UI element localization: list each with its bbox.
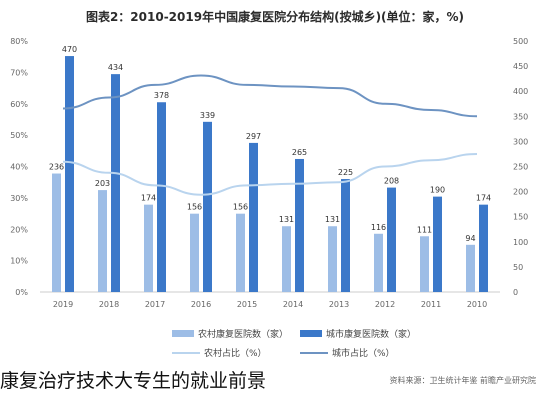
- bar-city: [295, 158, 304, 292]
- bar-rural: [190, 213, 199, 292]
- legend-swatch: [172, 351, 200, 354]
- right-axis-tick-label: 350: [513, 112, 528, 121]
- right-axis-tick-label: 450: [513, 62, 528, 71]
- bar-rural: [98, 190, 107, 292]
- right-axis-tick-label: 150: [513, 213, 528, 222]
- data-label-city: 208: [384, 177, 399, 186]
- data-label-city: 297: [246, 132, 261, 141]
- legend-item: 农村康复医院数（家）: [172, 327, 288, 340]
- chart-plot: 0% 10% 20% 30% 40% 50% 60% 70% 80% 0 50 100 150 200 25…: [10, 37, 528, 309]
- right-axis-tick-label: 500: [513, 37, 528, 46]
- legend-swatch: [300, 330, 322, 337]
- right-axis-tick-label: 250: [513, 163, 528, 172]
- chart-title: 图表2：2010-2019年中国康复医院分布结构(按城乡)(单位：家，%): [85, 10, 465, 24]
- x-axis-tick-label: 2019: [53, 300, 73, 309]
- left-axis-tick-label: 70%: [10, 68, 28, 77]
- legend-label: 农村占比（%）: [204, 349, 267, 359]
- bar-city: [249, 142, 258, 292]
- bar-rural: [420, 236, 429, 292]
- right-axis-tick-label: 400: [513, 87, 528, 96]
- line-rural-share: [62, 152, 478, 196]
- legend-item: 城市占比（%）: [300, 346, 395, 359]
- x-axis-tick-label: 2011: [421, 300, 441, 309]
- bar-rural: [52, 173, 61, 292]
- page-caption: 康复治疗技术大专生的就业前景: [0, 370, 267, 392]
- data-label-rural: 94: [465, 234, 475, 243]
- bar-rural: [236, 213, 245, 292]
- bar-city: [157, 102, 166, 292]
- data-label-city: 378: [154, 91, 169, 100]
- left-axis-tick-label: 40%: [10, 163, 28, 172]
- data-label-city: 339: [200, 111, 215, 120]
- legend-item: 城市康复医院数（家）: [300, 327, 416, 340]
- x-axis-tick-label: 2012: [375, 300, 395, 309]
- data-label-rural: 174: [141, 194, 156, 203]
- bar-rural: [374, 233, 383, 292]
- data-label-rural: 156: [187, 203, 202, 212]
- data-label-rural: 203: [95, 179, 110, 188]
- left-axis-tick-label: 60%: [10, 100, 28, 109]
- legend-item: 农村占比（%）: [172, 346, 267, 359]
- left-axis-tick-label: 20%: [10, 225, 28, 234]
- data-label-city: 190: [430, 186, 445, 195]
- line-city-share: [62, 74, 478, 118]
- left-axis-tick-label: 50%: [10, 131, 28, 140]
- x-axis-tick-label: 2018: [99, 300, 119, 309]
- bar-city: [433, 196, 442, 292]
- data-label-rural: 156: [233, 203, 248, 212]
- legend-label: 城市康复医院数（家）: [326, 330, 417, 340]
- x-axis-tick-label: 2010: [467, 300, 487, 309]
- bar-city: [111, 74, 120, 292]
- bar-city: [203, 121, 212, 293]
- data-label-city: 470: [62, 45, 77, 54]
- data-label-rural: 116: [371, 223, 386, 232]
- x-axis-tick-label: 2014: [283, 300, 303, 309]
- legend-label: 农村康复医院数（家）: [198, 330, 289, 340]
- legend-swatch: [172, 330, 194, 337]
- bar-rural: [144, 204, 153, 292]
- data-label-city: 265: [292, 148, 307, 157]
- chart-legend: 农村康复医院数（家） 城市康复医院数（家） 农村占比（%） 城市占比（%）: [0, 322, 542, 362]
- bar-rural: [466, 244, 475, 292]
- data-label-city: 434: [108, 63, 123, 72]
- data-label-city: 225: [338, 168, 353, 177]
- source-note: 资料来源：卫生统计年鉴 前瞻产业研究院: [389, 376, 536, 385]
- x-axis-tick-label: 2015: [237, 300, 257, 309]
- bar-city: [387, 187, 396, 292]
- data-label-rural: 131: [279, 215, 294, 224]
- right-axis-tick-label: 0: [513, 288, 518, 297]
- legend-swatch: [300, 351, 328, 354]
- legend-label: 城市占比（%）: [332, 349, 395, 359]
- left-axis-tick-label: 30%: [10, 194, 28, 203]
- left-axis-tick-label: 0%: [15, 288, 28, 297]
- x-axis-tick-label: 2016: [191, 300, 211, 309]
- data-label-city: 174: [476, 194, 491, 203]
- left-axis-tick-label: 80%: [10, 37, 28, 46]
- x-axis-tick-label: 2013: [329, 300, 349, 309]
- bar-rural: [328, 226, 337, 292]
- left-axis-tick-label: 10%: [10, 257, 28, 266]
- bar-rural: [282, 226, 291, 292]
- data-label-rural: 111: [417, 225, 432, 234]
- right-axis-tick-label: 100: [513, 238, 528, 247]
- bar-city: [65, 56, 74, 293]
- bar-city: [341, 179, 350, 292]
- right-axis-tick-label: 300: [513, 137, 528, 146]
- data-label-rural: 236: [49, 163, 64, 172]
- right-axis-tick-label: 50: [513, 263, 523, 272]
- x-axis-tick-label: 2017: [145, 300, 165, 309]
- right-axis-tick-label: 200: [513, 188, 528, 197]
- data-label-rural: 131: [325, 215, 340, 224]
- bar-city: [479, 204, 488, 292]
